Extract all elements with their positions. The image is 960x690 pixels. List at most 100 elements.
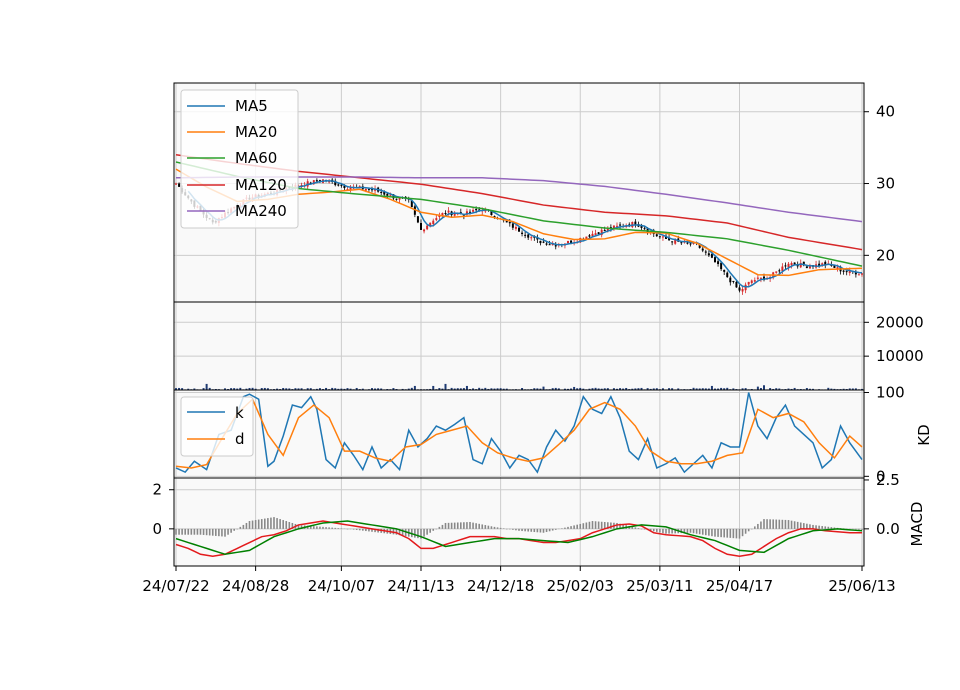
- volume-bar: [453, 388, 456, 390]
- volume-bar: [631, 388, 634, 390]
- macd-hist-bar: [181, 528, 183, 535]
- macd-series: [175, 517, 863, 557]
- volume-bar: [720, 387, 723, 390]
- volume-bar: [710, 385, 713, 390]
- volume-bar: [175, 388, 177, 390]
- macd-hist-bar: [784, 519, 787, 529]
- macd-hist-bar: [236, 528, 239, 530]
- candle-body: [175, 183, 177, 185]
- macd-hist-bar: [778, 519, 781, 529]
- macd-hist-bar: [554, 528, 557, 530]
- macd-hist-bar: [790, 520, 793, 529]
- volume-bar: [306, 388, 309, 390]
- macd-hist-bar: [573, 525, 575, 529]
- volume-bar: [848, 388, 851, 390]
- macd-hist-bar: [487, 525, 490, 529]
- macd-hist-bar: [726, 528, 729, 538]
- volume-bar: [704, 388, 707, 390]
- macd-hist-bar: [313, 526, 315, 529]
- volume-bar: [775, 388, 778, 390]
- macd-hist-bar: [300, 525, 303, 529]
- candle-body: [337, 184, 340, 186]
- candle-body: [364, 188, 367, 191]
- volume-bar: [750, 388, 753, 390]
- macd-hist-bar: [316, 526, 318, 529]
- macd-hist-bar: [374, 528, 376, 533]
- macd-hist-bar: [490, 526, 493, 529]
- macd-hist-bar: [545, 528, 548, 533]
- macd-hist-bar: [227, 528, 229, 535]
- volume-bar: [260, 388, 263, 390]
- macd-hist-bar: [337, 528, 340, 529]
- volume-bar: [533, 388, 536, 390]
- candle-body: [432, 220, 435, 225]
- volume-bar: [193, 388, 196, 390]
- legend-label-d: d: [235, 430, 245, 448]
- volume-bar: [554, 387, 557, 390]
- volume-bar: [251, 387, 254, 390]
- macd-hist-bar: [279, 519, 281, 529]
- candle-body: [775, 271, 778, 273]
- macd-hist-bar: [248, 521, 251, 529]
- macd-hist-bar: [288, 522, 291, 529]
- volume-bar: [603, 388, 606, 390]
- volume-bar: [671, 388, 674, 390]
- candle-body: [790, 262, 793, 266]
- candle-body: [836, 267, 839, 269]
- candle-body: [698, 243, 701, 248]
- volume-bar: [346, 388, 349, 390]
- candle-body: [717, 261, 720, 264]
- candle-body: [453, 213, 456, 216]
- volume-bar: [579, 387, 582, 390]
- macd-hist-bar: [377, 528, 379, 533]
- candle-body: [435, 218, 438, 221]
- volume-bar: [567, 388, 569, 390]
- macd-hist-bar: [224, 528, 226, 537]
- candle-body: [778, 270, 781, 272]
- macd-right-y-tick-label: 2.5: [876, 471, 900, 489]
- volume-bar: [714, 388, 716, 390]
- volume-bar: [851, 388, 854, 390]
- candle-body: [395, 198, 398, 200]
- candle-body: [527, 234, 530, 238]
- candle-body: [309, 182, 312, 184]
- volume-bar: [830, 388, 833, 390]
- macd-hist-bar: [362, 528, 364, 531]
- legend-label-k: k: [235, 404, 244, 422]
- candle-body: [367, 188, 370, 190]
- volume-bar: [248, 387, 251, 390]
- x-tick-label: 24/11/13: [387, 577, 454, 595]
- candle-body: [714, 257, 716, 263]
- macd-hist-bar: [594, 521, 597, 529]
- kd-ylabel: KD: [915, 424, 933, 445]
- macd-hist-bar: [254, 520, 257, 529]
- macd-hist-bar: [539, 528, 542, 533]
- volume-bar: [591, 388, 594, 390]
- legend-label-ma5: MA5: [235, 97, 268, 115]
- macd-hist-bar: [398, 528, 401, 536]
- volume-bar: [640, 387, 643, 390]
- candle-body: [603, 230, 606, 232]
- volume-bar: [285, 388, 288, 390]
- macd-left-y-tick-label: 0: [152, 520, 162, 538]
- volume-bar: [380, 388, 383, 390]
- volume-bar: [616, 388, 618, 390]
- macd-hist-bar: [686, 528, 689, 533]
- macd-hist-bar: [319, 526, 321, 529]
- volume-bar: [502, 388, 505, 390]
- volume-bar: [300, 388, 303, 390]
- volume-bar: [276, 388, 279, 390]
- volume-bar: [487, 388, 490, 390]
- macd-hist-bar: [441, 524, 444, 529]
- candle-body: [539, 240, 542, 244]
- volume-bar: [459, 388, 462, 390]
- volume-bar: [239, 387, 242, 390]
- volume-bar: [597, 388, 600, 390]
- macd-hist-bar: [218, 528, 220, 537]
- macd-hist-bar: [463, 522, 465, 529]
- volume-bar: [496, 388, 499, 390]
- volume-bar: [594, 387, 597, 390]
- macd-hist-bar: [668, 528, 670, 534]
- macd-hist-bar: [769, 519, 771, 529]
- macd-hist-bar: [607, 522, 609, 529]
